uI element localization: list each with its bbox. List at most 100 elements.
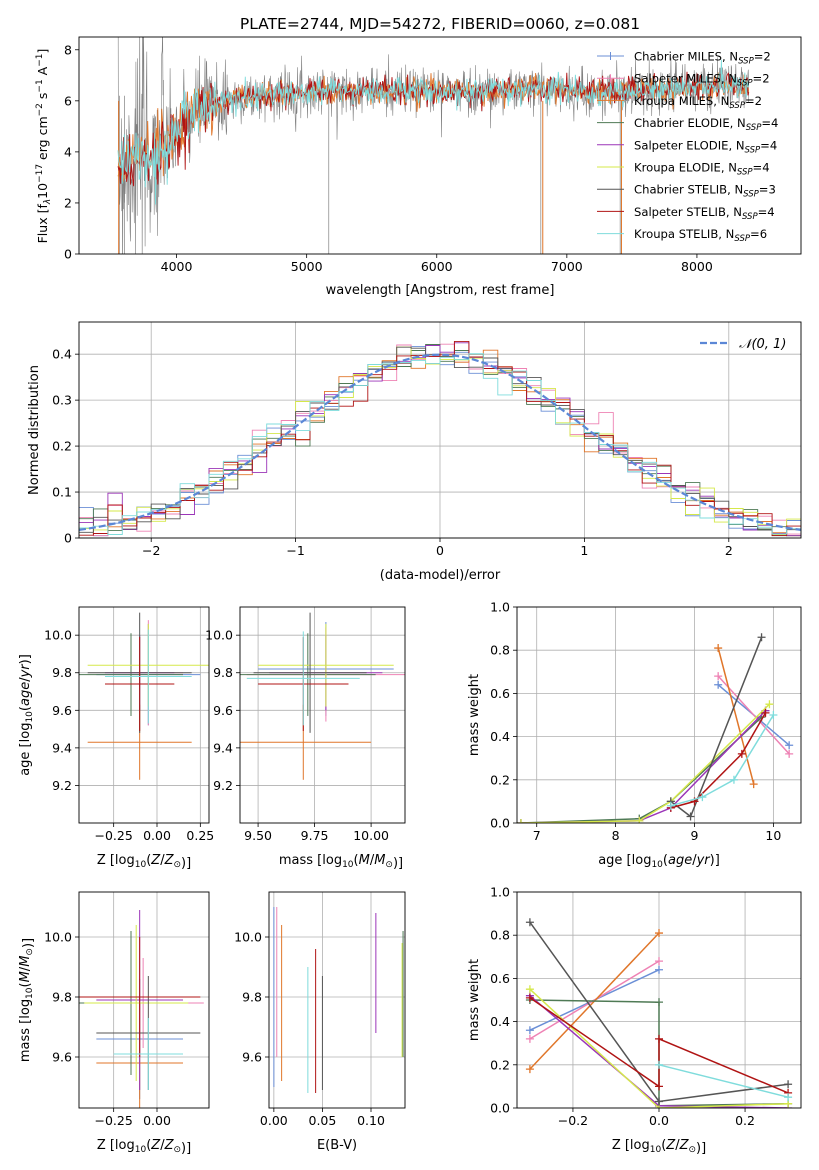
x-tick-label: 5000 xyxy=(291,259,323,274)
mass-vs-Z-frame xyxy=(78,891,210,1109)
x-tick-label: 0.25 xyxy=(186,828,214,843)
y-tick-label: 9.8 xyxy=(242,990,262,1005)
weight-marker xyxy=(666,801,675,810)
weight-marker xyxy=(765,700,774,709)
y-tick-label: 0.6 xyxy=(490,971,510,986)
x-tick-label: 9 xyxy=(691,828,699,843)
y-tick-label: 9.4 xyxy=(52,740,72,755)
x-axis-label: E(B-V) xyxy=(317,1138,357,1153)
legend-entry: Chabrier MILES, NSSP=2 xyxy=(634,50,771,67)
weight-line xyxy=(670,712,767,809)
weight-marker xyxy=(749,780,758,789)
mass-vs-EBV-plot xyxy=(273,907,404,1093)
y-tick-label: 9.6 xyxy=(52,1050,72,1065)
weight-marker xyxy=(785,741,794,750)
residuals-frame xyxy=(78,321,802,539)
y-tick-label: 10.0 xyxy=(44,930,72,945)
weight-marker xyxy=(784,1080,793,1089)
x-axis-label: (data-model)/error xyxy=(380,568,501,583)
y-tick-label: 9.6 xyxy=(52,703,72,718)
age-vs-Z-plot xyxy=(79,612,209,780)
legend-entry: Chabrier ELODIE, NSSP=4 xyxy=(634,116,778,133)
x-tick-label: 4000 xyxy=(161,259,193,274)
figure-title: PLATE=2744, MJD=54272, FIBERID=0060, z=0… xyxy=(240,15,640,33)
y-tick-label: 0.2 xyxy=(52,439,72,454)
x-tick-label: 0.00 xyxy=(260,1113,288,1128)
y-tick-label: 0.0 xyxy=(490,816,510,831)
weight-marker xyxy=(761,708,770,717)
x-tick-label: 1 xyxy=(580,543,588,558)
weight-line xyxy=(520,703,770,823)
x-tick-label: 9.75 xyxy=(301,828,329,843)
axis-label: Z [log10(Z/Z⊙)] xyxy=(97,1138,191,1156)
mass-vs-EBV-frame xyxy=(268,891,406,1109)
mass-vs-EBV-axes: 0.00 0.05 0.10 9.6 9.8 10.0 E(B-V) xyxy=(234,891,406,1153)
y-tick-label: 0.2 xyxy=(490,1057,510,1072)
x-tick-label: 7 xyxy=(533,828,541,843)
weight-line xyxy=(520,716,763,823)
legend-entry: Chabrier STELIB, NSSP=3 xyxy=(634,183,776,200)
x-tick-label: 0.05 xyxy=(309,1113,337,1128)
weight-marker xyxy=(698,793,707,802)
y-tick-label: 1.0 xyxy=(490,600,510,615)
y-tick-label: 2 xyxy=(64,195,72,210)
x-tick-label: −0.25 xyxy=(95,1113,133,1128)
age-vs-Z-axes: −0.25 0.00 0.25 9.2 9.4 9.6 9.8 10.0 Z [log10(Z/… xyxy=(18,606,214,871)
y-tick-label: 9.8 xyxy=(52,990,72,1005)
legend-entry: Salpeter ELODIE, NSSP=4 xyxy=(634,138,777,155)
weight-line xyxy=(670,714,775,807)
mass-weight-vs-Z-axes: −0.2 0.0 0.2 0.0 0.2 0.4 0.6 0.8 1.0 mass weight Z… xyxy=(467,885,802,1156)
weight-marker xyxy=(525,918,534,927)
weight-marker xyxy=(737,749,746,758)
x-tick-label: 8000 xyxy=(681,259,713,274)
y-axis-label: mass weight xyxy=(467,674,482,756)
x-tick-label: 6000 xyxy=(421,259,453,274)
x-tick-label: 0 xyxy=(436,543,444,558)
x-tick-label: 0.2 xyxy=(735,1113,755,1128)
weight-marker xyxy=(655,1082,663,1091)
spectrum-plot xyxy=(117,37,750,254)
y-tick-label: 0.8 xyxy=(490,928,510,943)
spectrum-frame xyxy=(78,36,802,255)
y-tick-label: 10.0 xyxy=(205,628,233,643)
y-tick-label: 8 xyxy=(64,42,72,57)
weight-line xyxy=(717,647,755,785)
y-tick-label: 0.4 xyxy=(490,729,510,744)
weight-marker xyxy=(655,1097,663,1106)
age-vs-Z-frame xyxy=(78,606,210,824)
x-tick-label: −0.2 xyxy=(558,1113,588,1128)
weight-line xyxy=(529,988,789,1108)
weight-marker xyxy=(714,644,723,653)
legend-entry: Kroupa ELODIE, NSSP=4 xyxy=(634,161,770,178)
spectrum-axes: 4000 5000 6000 7000 8000 0 2 4 6 8 wavelength [Ang… xyxy=(35,36,802,298)
y-tick-label: 9.4 xyxy=(213,740,233,755)
mass-vs-Z-plot xyxy=(79,910,204,1108)
axis-label: Z [log10(Z/Z⊙)] xyxy=(612,1138,706,1156)
mass-weight-vs-age-axes: 7 8 9 10 0.0 0.2 0.4 0.6 0.8 1.0 mass weight age [l… xyxy=(467,600,802,870)
y-tick-label: 0.4 xyxy=(52,347,72,362)
legend-entry: Kroupa MILES, NSSP=2 xyxy=(634,94,762,111)
weight-marker xyxy=(525,1034,534,1043)
mass-vs-Z-axes: −0.25 0.00 9.6 9.8 10.0 Z [log10(Z/Z⊙)] mass [… xyxy=(18,891,210,1156)
y-tick-label: 9.6 xyxy=(242,1050,262,1065)
x-tick-label: −1 xyxy=(286,543,304,558)
x-tick-label: −2 xyxy=(142,543,160,558)
residuals-plot xyxy=(79,340,801,538)
legend-entry: Kroupa STELIB, NSSP=6 xyxy=(634,227,767,244)
y-axis-label: Flux [fλ10−17 erg cm−2 s−1 A−1] xyxy=(35,49,53,244)
x-tick-label: 7000 xyxy=(551,259,583,274)
y-tick-label: 4 xyxy=(64,144,72,159)
weight-marker xyxy=(655,1060,663,1069)
axis-label: Z [log10(Z/Z⊙)] xyxy=(97,853,191,871)
y-tick-label: 6 xyxy=(64,93,72,108)
mass-weight-vs-age-frame xyxy=(516,606,802,824)
weight-marker xyxy=(686,812,695,821)
axis-label: age [log10(age/yr)] xyxy=(598,853,720,870)
x-tick-label: 0.10 xyxy=(357,1113,385,1128)
y-tick-label: 0.4 xyxy=(490,1014,510,1029)
model-fit-line xyxy=(117,59,750,205)
weight-marker xyxy=(769,711,778,719)
weight-marker xyxy=(757,633,766,642)
y-tick-label: 9.8 xyxy=(213,665,233,680)
